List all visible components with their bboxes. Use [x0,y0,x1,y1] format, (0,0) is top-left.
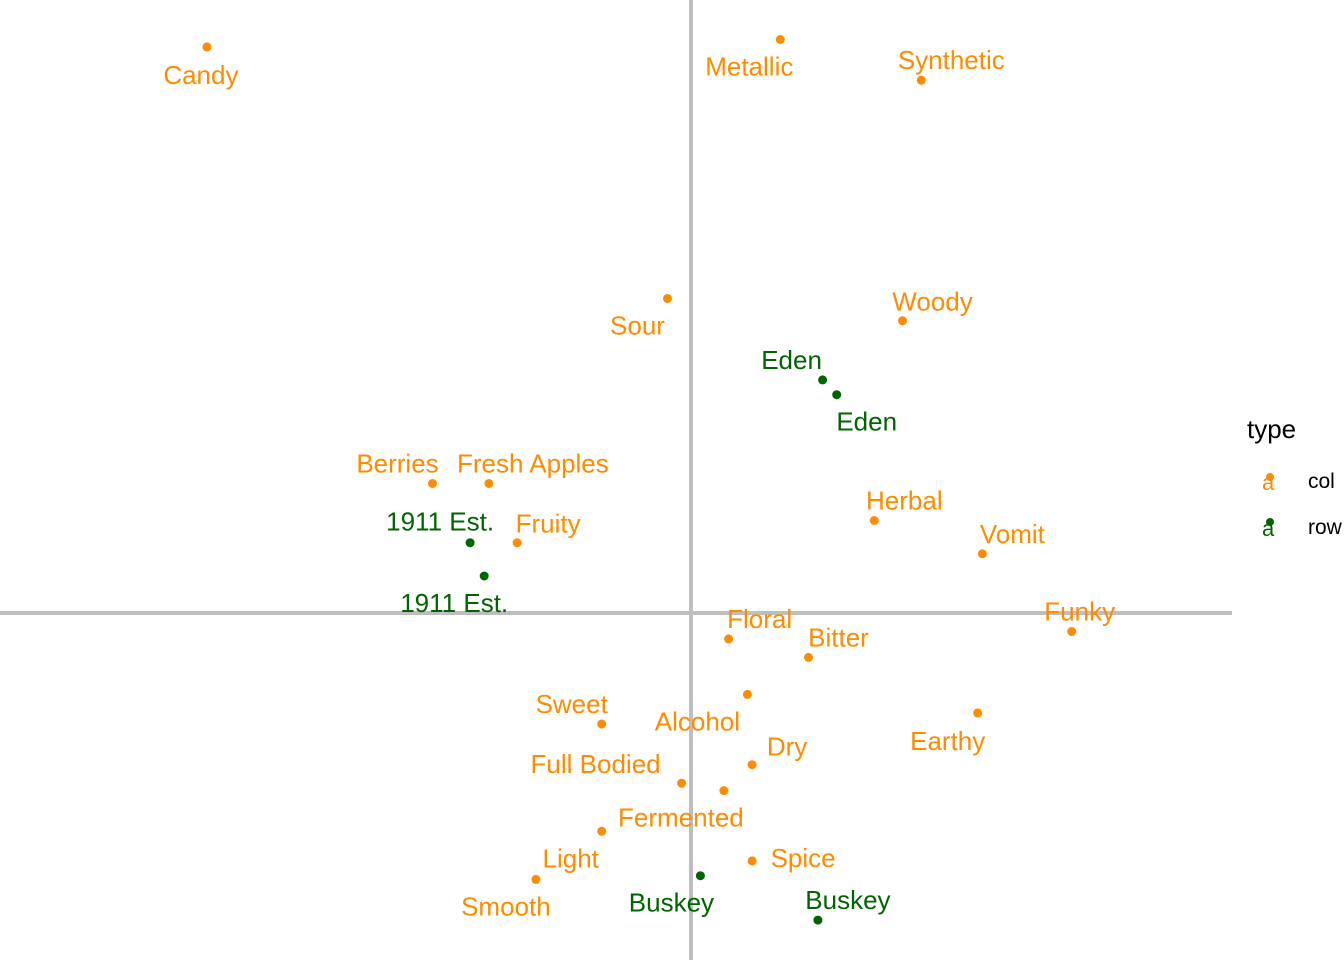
point-col-6 [484,479,494,488]
point-label-col-3: Sour [610,311,665,341]
point-label-col-5: Berries [356,449,438,479]
point-col-10 [1067,627,1077,636]
point-label-row-3: 1911 Est. [400,588,508,618]
point-col-11 [724,634,734,644]
point-label-col-7: Fruity [516,509,581,539]
reference-lines [0,0,1232,960]
point-col-9 [977,549,987,559]
point-col-18 [719,786,729,796]
point-label-col-8: Herbal [866,486,943,516]
point-label-col-6: Fresh Apples [457,449,609,479]
point-label-col-2: Synthetic [898,45,1005,75]
point-label-col-20: Spice [771,843,836,873]
point-col-17 [677,778,687,788]
legend-item-col: a col [1262,470,1335,495]
point-label-row-5: Buskey [805,885,890,915]
point-col-12 [804,652,813,662]
data-points-layer [202,35,1077,925]
point-label-row-2: 1911 Est. [386,507,494,537]
legend: type a col a row [1247,414,1343,541]
point-label-col-21: Smooth [461,891,551,921]
point-label-col-19: Light [543,843,600,873]
point-col-7 [512,538,522,548]
point-label-col-17: Full Bodied [531,749,661,779]
point-label-col-0: Candy [163,60,238,90]
legend-item-row: a row [1262,516,1343,541]
point-col-5 [428,479,437,488]
point-label-col-15: Earthy [910,726,985,756]
point-label-col-1: Metallic [705,52,793,82]
point-row-5 [813,915,823,925]
point-col-15 [973,708,983,718]
point-label-col-14: Sweet [536,689,609,719]
point-label-col-10: Funky [1044,597,1115,627]
point-col-14 [597,719,607,729]
point-label-col-12: Bitter [808,622,869,652]
point-col-21 [531,874,541,884]
point-label-col-9: Vomit [980,519,1046,549]
point-col-1 [775,35,785,44]
point-row-3 [479,571,489,581]
point-label-col-16: Dry [767,732,807,762]
point-label-row-0: Eden [761,345,822,375]
point-col-0 [202,42,212,52]
point-row-4 [695,871,705,881]
point-col-2 [916,75,926,85]
point-row-2 [465,538,475,548]
point-row-1 [832,390,842,400]
point-label-col-18: Fermented [618,803,744,833]
point-label-col-11: Floral [727,604,792,634]
point-col-16 [747,760,757,770]
point-label-row-4: Buskey [629,888,714,918]
data-labels-layer: Candy Metallic Synthetic Sour Woody Berries Fr… [163,45,1115,921]
point-col-19 [597,826,607,836]
legend-label-col: col [1308,470,1335,493]
legend-key-dot-col [1266,473,1274,481]
point-label-col-13: Alcohol [655,706,740,736]
point-col-8 [869,516,879,525]
point-col-4 [898,316,907,326]
point-col-13 [742,689,752,699]
point-label-col-4: Woody [892,287,972,317]
point-label-row-1: Eden [836,407,897,437]
legend-title: type [1247,414,1296,444]
point-row-0 [818,375,828,385]
legend-key-dot-row [1266,518,1274,526]
legend-label-row: row [1308,516,1343,539]
point-col-20 [747,856,757,866]
point-col-3 [663,294,672,303]
